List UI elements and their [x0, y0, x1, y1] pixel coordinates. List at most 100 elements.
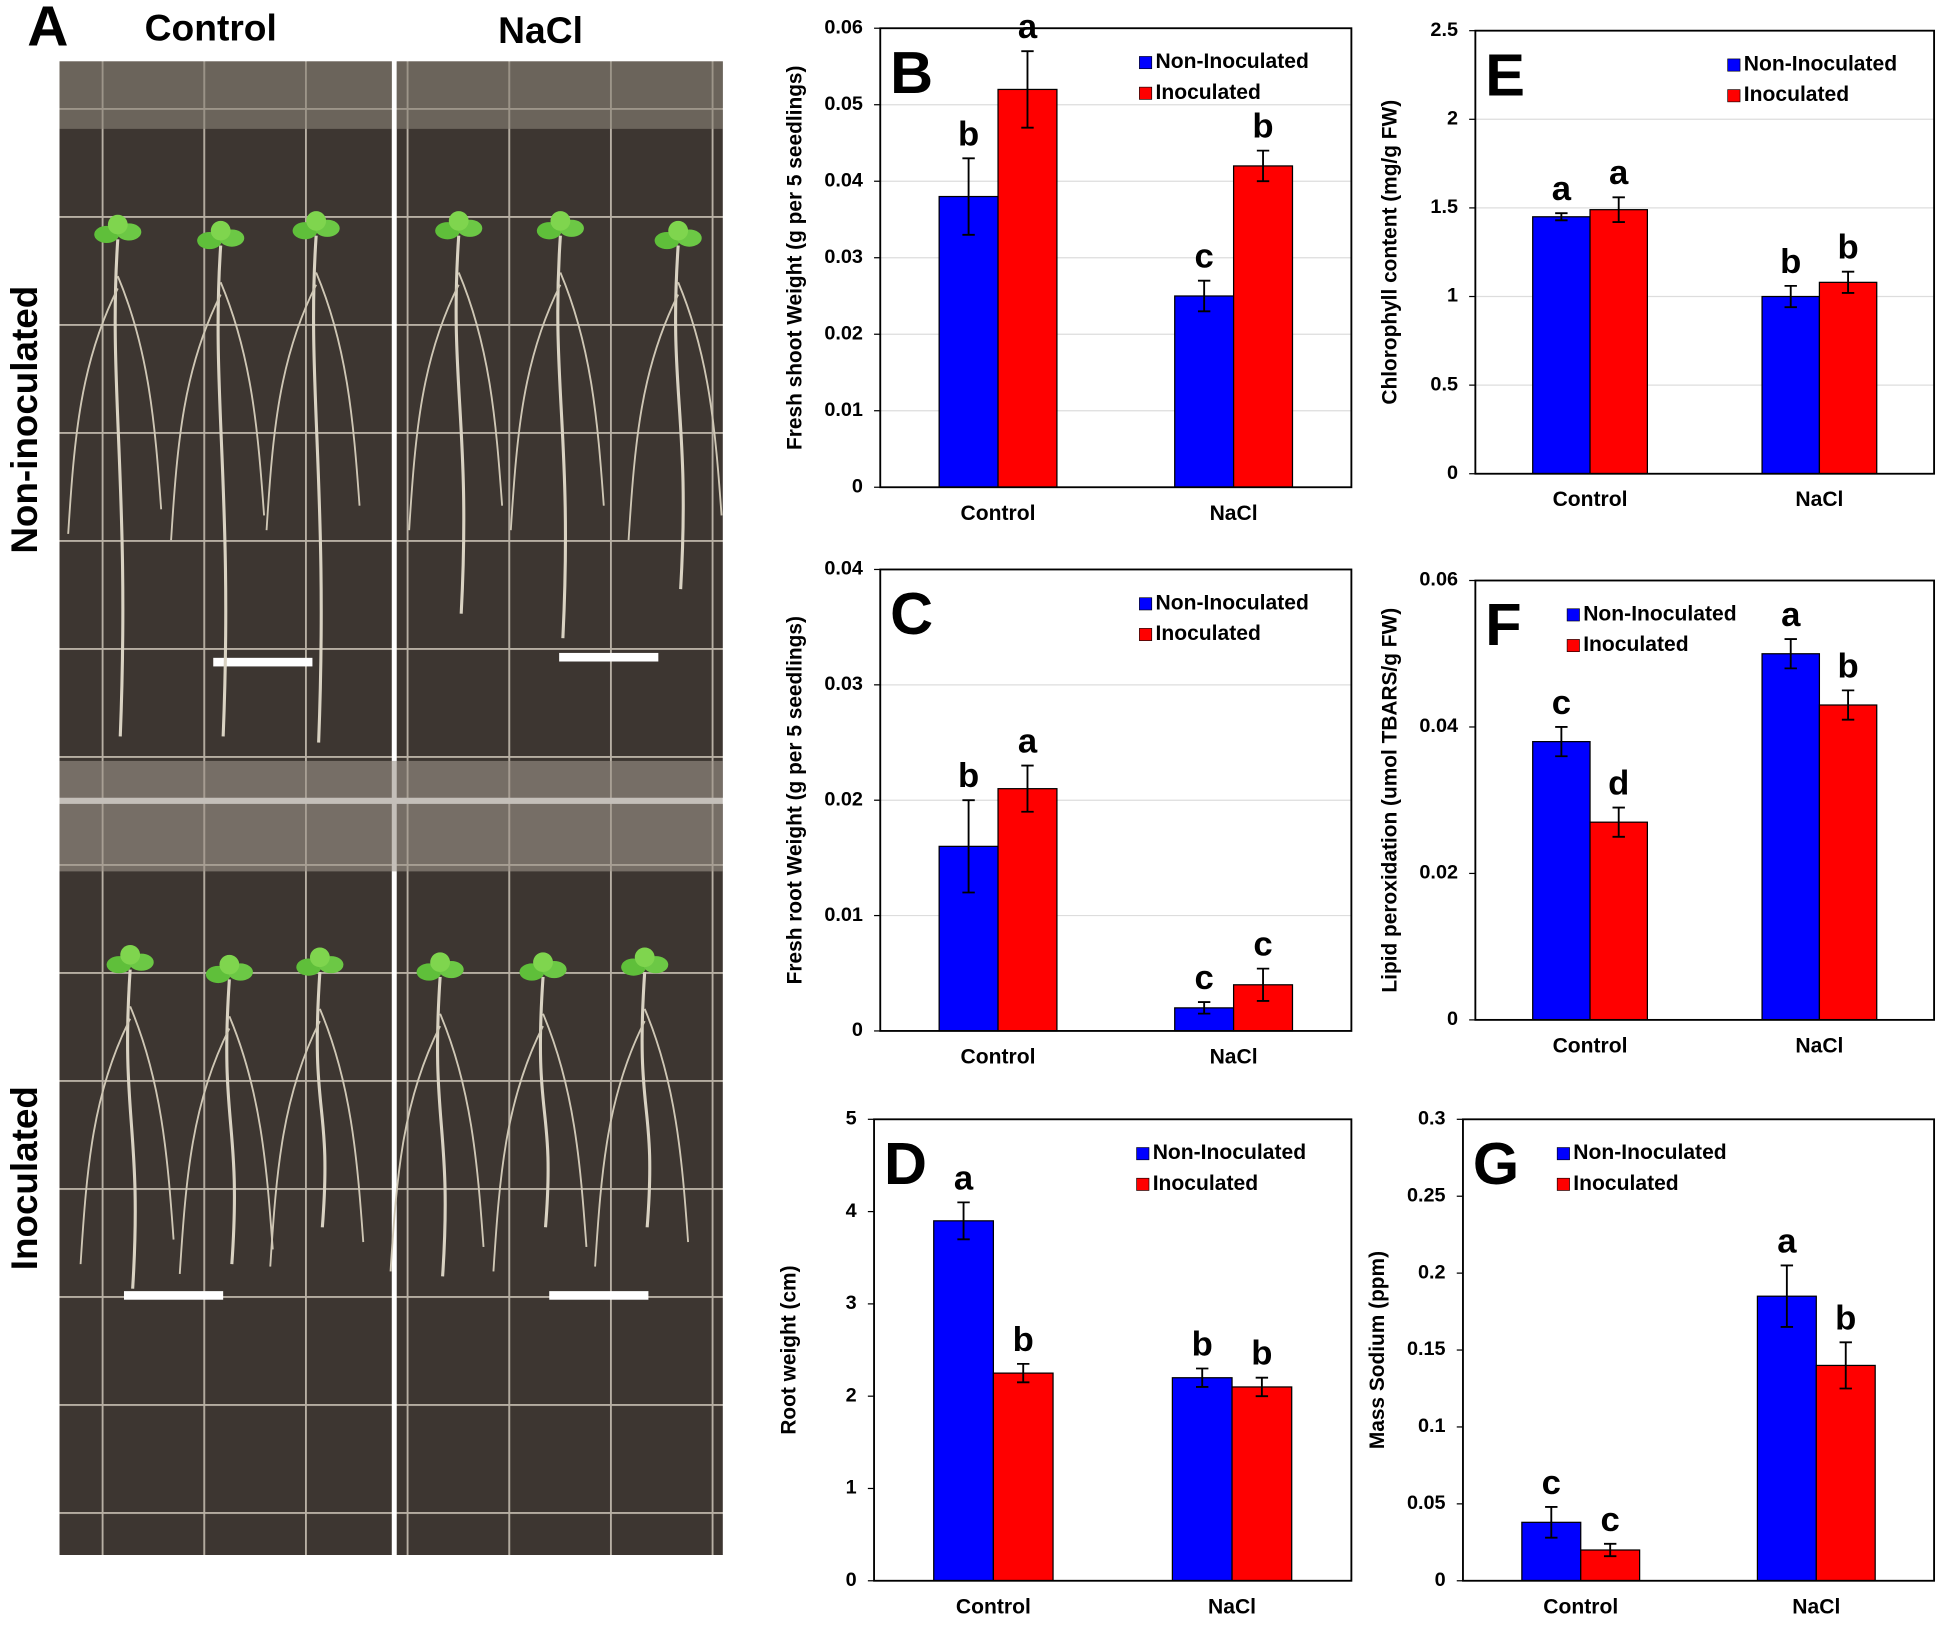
y-tick-label: 0.01: [824, 399, 863, 421]
root: [640, 971, 652, 1228]
panel-letter: G: [1473, 1130, 1519, 1197]
legend-label: Non-Inoculated: [1583, 602, 1736, 625]
leaf: [309, 947, 330, 968]
significance-letter: b: [1251, 1335, 1272, 1373]
y-tick-label: 3: [846, 1292, 857, 1314]
legend-swatch: [1136, 1177, 1150, 1191]
y-tick-label: 0: [1447, 462, 1458, 484]
root: [216, 245, 228, 737]
root: [408, 284, 460, 531]
root: [538, 976, 550, 1228]
significance-letter: c: [1601, 1501, 1620, 1539]
bar: [992, 1372, 1054, 1582]
y-axis-label: Fresh shoot Weight (g per 5 seedlings): [783, 66, 806, 450]
legend-label: Non-Inoculated: [1153, 1141, 1306, 1164]
root: [315, 971, 327, 1228]
bar: [1756, 1295, 1817, 1582]
legend-label: Inoculated: [1573, 1172, 1678, 1195]
significance-letter: b: [1835, 1299, 1856, 1337]
root: [225, 979, 236, 1265]
plate-edge: [59, 61, 392, 129]
error-bar: [1839, 1341, 1852, 1390]
leaf: [219, 954, 240, 975]
root: [457, 272, 504, 506]
y-tick-label: 0.5: [1430, 373, 1458, 395]
scale-bar: [549, 1291, 649, 1300]
significance-letter: a: [1018, 8, 1038, 46]
legend-swatch: [1566, 608, 1580, 622]
error-bar: [1841, 270, 1855, 294]
x-tick-label: Control: [961, 502, 1036, 525]
root: [559, 272, 605, 506]
leaf: [668, 220, 689, 241]
y-tick-label: 0.05: [824, 93, 863, 115]
significance-letter: a: [1781, 596, 1801, 634]
row-label: Inoculated: [4, 1086, 45, 1270]
leaf: [107, 214, 128, 235]
x-tick-label: NaCl: [1795, 1035, 1843, 1058]
significance-letter: c: [1253, 926, 1272, 964]
y-tick-label: 0.03: [824, 673, 863, 695]
y-tick-label: 0.06: [824, 17, 863, 39]
error-bar: [1555, 212, 1568, 222]
error-bar: [1196, 1367, 1209, 1388]
root: [265, 284, 317, 531]
error-bar: [1021, 764, 1034, 813]
error-bar: [1255, 1376, 1269, 1398]
plate: [59, 803, 392, 1555]
significance-letter: b: [958, 115, 979, 153]
y-tick-label: 0: [852, 1019, 863, 1041]
legend-swatch: [1556, 1147, 1570, 1161]
root: [389, 1025, 441, 1272]
significance-letter: c: [1195, 238, 1214, 276]
error-bar: [1784, 284, 1797, 309]
significance-letter: b: [1252, 108, 1273, 146]
leaf: [306, 211, 327, 231]
leaf: [550, 211, 571, 231]
y-tick-label: 0.03: [824, 246, 863, 268]
bar: [1171, 1377, 1233, 1582]
root: [594, 1020, 646, 1267]
legend-swatch: [1139, 56, 1153, 70]
error-bar: [1612, 806, 1625, 838]
bar: [1174, 295, 1235, 488]
scale-bar: [213, 657, 313, 667]
significance-letter: c: [1195, 959, 1214, 997]
y-tick-label: 0.02: [1419, 862, 1458, 884]
bar: [1761, 295, 1821, 475]
legend-label: Inoculated: [1153, 1172, 1258, 1195]
legend-label: Inoculated: [1155, 622, 1260, 645]
x-tick-label: Control: [961, 1046, 1036, 1069]
photo-panel: A Control NaCl Non-inoculated Inoculated: [4, 0, 723, 1555]
significance-letter: c: [1542, 1464, 1561, 1502]
x-tick-label: Control: [956, 1595, 1031, 1618]
significance-letter: b: [1192, 1326, 1213, 1364]
leaf: [448, 211, 469, 231]
column-label: Control: [145, 8, 277, 49]
x-tick-label: NaCl: [1795, 488, 1843, 511]
panel-letter: C: [890, 580, 933, 647]
root: [492, 1025, 544, 1272]
root: [643, 1008, 690, 1243]
y-tick-label: 0.25: [1407, 1184, 1446, 1206]
plot-frame: [873, 1118, 1353, 1582]
significance-letter: c: [1552, 684, 1571, 722]
y-tick-label: 0: [1435, 1569, 1446, 1591]
y-tick-label: 4: [846, 1200, 857, 1222]
legend-label: Inoculated: [1583, 633, 1688, 656]
significance-letter: b: [1780, 243, 1801, 281]
y-tick-label: 2: [1447, 108, 1458, 130]
legend-swatch: [1727, 89, 1741, 103]
x-tick-label: NaCl: [1792, 1595, 1840, 1618]
bar: [1532, 741, 1591, 1021]
root: [542, 1013, 588, 1248]
error-bar: [1021, 50, 1034, 129]
legend-swatch: [1139, 597, 1153, 611]
y-axis-label: Fresh root Weight (g per 5 seedlings): [783, 616, 806, 984]
y-axis-label: Root weight (cm): [777, 1265, 800, 1434]
y-tick-label: 0.3: [1418, 1108, 1446, 1130]
root: [113, 239, 125, 737]
significance-letter: b: [1837, 647, 1858, 685]
legend-swatch: [1566, 639, 1580, 653]
plot-frame: [1474, 579, 1936, 1021]
